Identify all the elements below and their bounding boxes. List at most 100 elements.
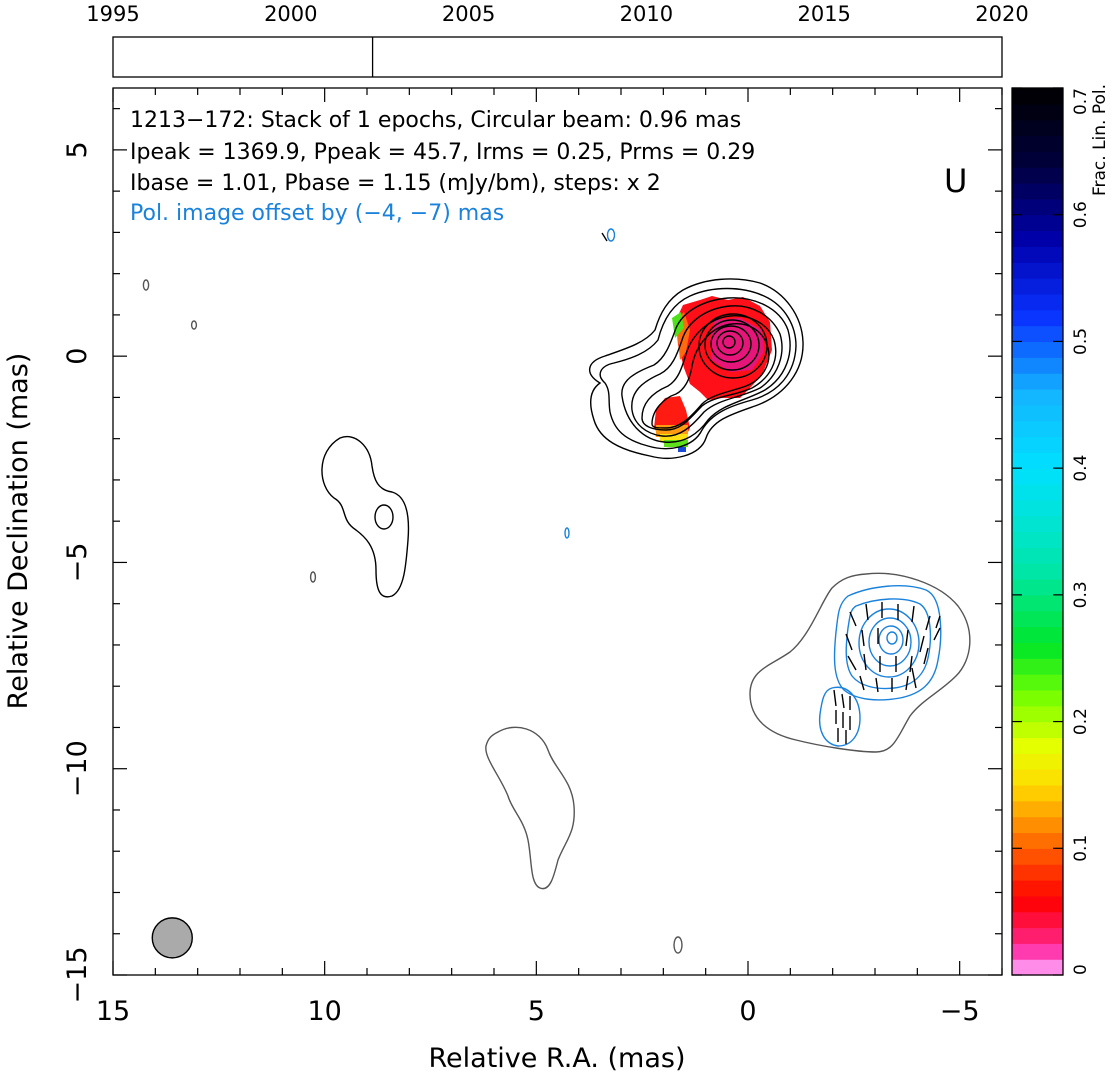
evpa-vector (911, 667, 917, 689)
colorbar-ticks (1012, 87, 1063, 976)
timeline-tick-label: 2020 (975, 2, 1028, 26)
evpa-vector (909, 655, 913, 673)
faint-contour-4 (673, 936, 683, 954)
contour-2 (599, 287, 797, 450)
colorbar-band (1012, 705, 1063, 723)
colorbar-band (1012, 879, 1063, 897)
colorbar-band (1012, 404, 1063, 422)
y-tick-label: −15 (62, 947, 93, 1004)
evpa-vector (919, 635, 925, 653)
contour-10 (716, 330, 744, 356)
colorbar-band (1012, 594, 1063, 612)
evpa-vector (905, 675, 909, 691)
timeline-tick-label: 2005 (442, 2, 495, 26)
fracpol-core-magenta (710, 318, 764, 372)
contour-11 (722, 335, 736, 349)
x-axis-label: Relative R.A. (mas) (429, 1043, 686, 1074)
band-label: U (944, 162, 967, 200)
colorbar-band (1012, 499, 1063, 517)
colorbar-band (1012, 293, 1063, 311)
colorbar-band (1012, 721, 1063, 739)
contour-outer (589, 278, 804, 459)
annotation-line-3: Ibase = 1.01, Pbase = 1.15 (mJy/bm), ste… (130, 171, 661, 196)
colorbar-band (1012, 784, 1063, 802)
contour-3 (621, 297, 791, 443)
colorbar-band (1012, 848, 1063, 865)
faint-contour-3 (309, 571, 317, 583)
x-tick-label: 15 (96, 996, 130, 1027)
colorbar-tick-label: 0.5 (1071, 328, 1091, 355)
colorbar-band (1012, 515, 1063, 533)
colorbar-band (1012, 689, 1063, 707)
contour-extended-east-inner (374, 504, 394, 530)
colorbar-band (1012, 325, 1063, 343)
colorbar-band (1012, 183, 1063, 200)
pol-contour-small-1 (606, 228, 616, 242)
colorbar-band (1012, 230, 1063, 247)
colorbar-band (1012, 927, 1063, 944)
timeline-tick-label: 2010 (620, 2, 673, 26)
pol-contour-1 (833, 585, 942, 701)
polarization-contours (564, 228, 942, 747)
colorbar-band (1012, 483, 1063, 501)
evpa-vector (935, 615, 941, 629)
colorbar-tick-label: 0.2 (1071, 708, 1091, 735)
y-tick-label: −5 (62, 543, 93, 583)
timeline-tick-label: 2015 (797, 2, 850, 26)
colorbar-band (1012, 468, 1063, 485)
evpa-vector (601, 232, 608, 242)
evpa-vector (845, 633, 853, 651)
colorbar-band (1012, 531, 1063, 548)
colorbar-tick-label: 0.7 (1071, 88, 1091, 115)
colorbar-band (1012, 341, 1063, 358)
evpa-vector (875, 677, 879, 693)
x-tick-label: 0 (739, 996, 756, 1027)
colorbar-band (1012, 373, 1063, 390)
contour-6 (651, 323, 770, 429)
colorbar-band (1012, 800, 1063, 818)
colorbar-band (1012, 547, 1063, 564)
axis-ticks (112, 88, 1003, 976)
colorbar-band (1012, 436, 1063, 453)
colorbar-band (1012, 658, 1063, 675)
colorbar-band (1012, 167, 1063, 184)
evpa-vector (859, 675, 865, 691)
colorbar-band (1012, 642, 1063, 659)
colorbar-band (1012, 832, 1063, 849)
colorbar-band (1012, 563, 1063, 580)
intensity-contours (321, 278, 804, 598)
contour-extended-east (321, 435, 410, 598)
x-tick-label: −5 (940, 996, 980, 1027)
colorbar-tick-label: 0.6 (1071, 201, 1091, 228)
y-tick-labels: 5 0 −5 −10 −15 (62, 141, 93, 1003)
colorbar-tick-label: 0.1 (1071, 835, 1091, 862)
colorbar-band (1012, 388, 1063, 406)
beam-ellipse (151, 917, 193, 959)
evpa-vector (933, 627, 941, 641)
colorbar-tick-labels: 0 0.1 0.2 0.3 0.4 0.5 0.6 0.7 (1071, 88, 1091, 975)
colorbar-band (1012, 674, 1063, 691)
x-tick-labels: 15 10 5 0 −5 (96, 996, 980, 1027)
contour-9 (710, 325, 752, 363)
pol-contour-5 (878, 625, 904, 655)
plot-area: 15 10 5 0 −5 5 0 −5 −10 −15 1213−172: Stack of 1… (62, 87, 1003, 1027)
colorbar-band (1012, 959, 1063, 976)
timeline: 1995 2000 2005 2010 2015 2020 (86, 2, 1029, 78)
colorbar-gradient (1012, 88, 1063, 976)
colorbar-band (1012, 119, 1063, 137)
colorbar-band (1012, 262, 1063, 279)
colorbar-band (1012, 357, 1063, 374)
x-tick-label: 10 (307, 996, 341, 1027)
x-tick-label: 5 (528, 996, 545, 1027)
contour-5 (641, 315, 777, 431)
evpa-vector (833, 689, 837, 707)
evpa-vector (861, 629, 865, 647)
evpa-vector (847, 655, 857, 671)
faint-contour-offset-core (749, 572, 971, 753)
colorbar-tick-label: 0.4 (1071, 455, 1091, 482)
colorbar-band (1012, 816, 1063, 834)
evpa-vector (841, 693, 845, 709)
annotation-line-4: Pol. image offset by (−4, −7) mas (130, 201, 504, 226)
y-tick-label: 5 (62, 141, 93, 158)
